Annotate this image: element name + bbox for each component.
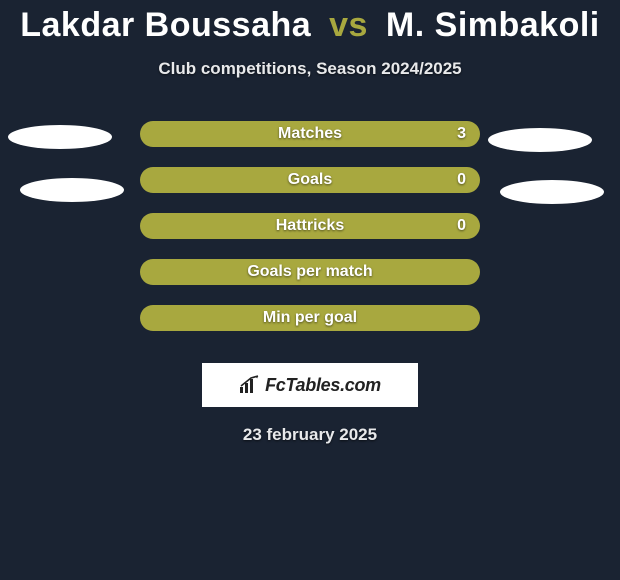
stat-label: Matches	[278, 125, 342, 143]
decorative-ellipse	[20, 178, 124, 202]
stat-value-right: 3	[457, 125, 466, 143]
player1-name: Lakdar Boussaha	[20, 6, 311, 44]
stat-value-right: 0	[457, 217, 466, 235]
stat-label: Hattricks	[276, 217, 344, 235]
player2-name: M. Simbakoli	[386, 6, 600, 44]
stat-label: Min per goal	[263, 309, 357, 327]
stats-container: Matches 3 Goals 0 Hattricks 0 Goals per …	[0, 121, 620, 331]
stat-value-right: 0	[457, 171, 466, 189]
branding-box[interactable]: FcTables.com	[202, 363, 418, 407]
decorative-ellipse	[8, 125, 112, 149]
stat-bar-matches: Matches 3	[140, 121, 480, 147]
date-label: 23 february 2025	[0, 425, 620, 445]
stat-bar-goals: Goals 0	[140, 167, 480, 193]
stat-label: Goals	[288, 171, 332, 189]
chart-icon	[239, 375, 261, 395]
comparison-title: Lakdar Boussaha vs M. Simbakoli	[0, 0, 620, 45]
decorative-ellipse	[488, 128, 592, 152]
stat-bar-hattricks: Hattricks 0	[140, 213, 480, 239]
branding-text: FcTables.com	[265, 375, 381, 396]
stat-bar-min-per-goal: Min per goal	[140, 305, 480, 331]
decorative-ellipse	[500, 180, 604, 204]
stat-label: Goals per match	[247, 263, 372, 281]
subtitle: Club competitions, Season 2024/2025	[0, 59, 620, 79]
stat-bar-goals-per-match: Goals per match	[140, 259, 480, 285]
vs-separator: vs	[329, 6, 368, 44]
